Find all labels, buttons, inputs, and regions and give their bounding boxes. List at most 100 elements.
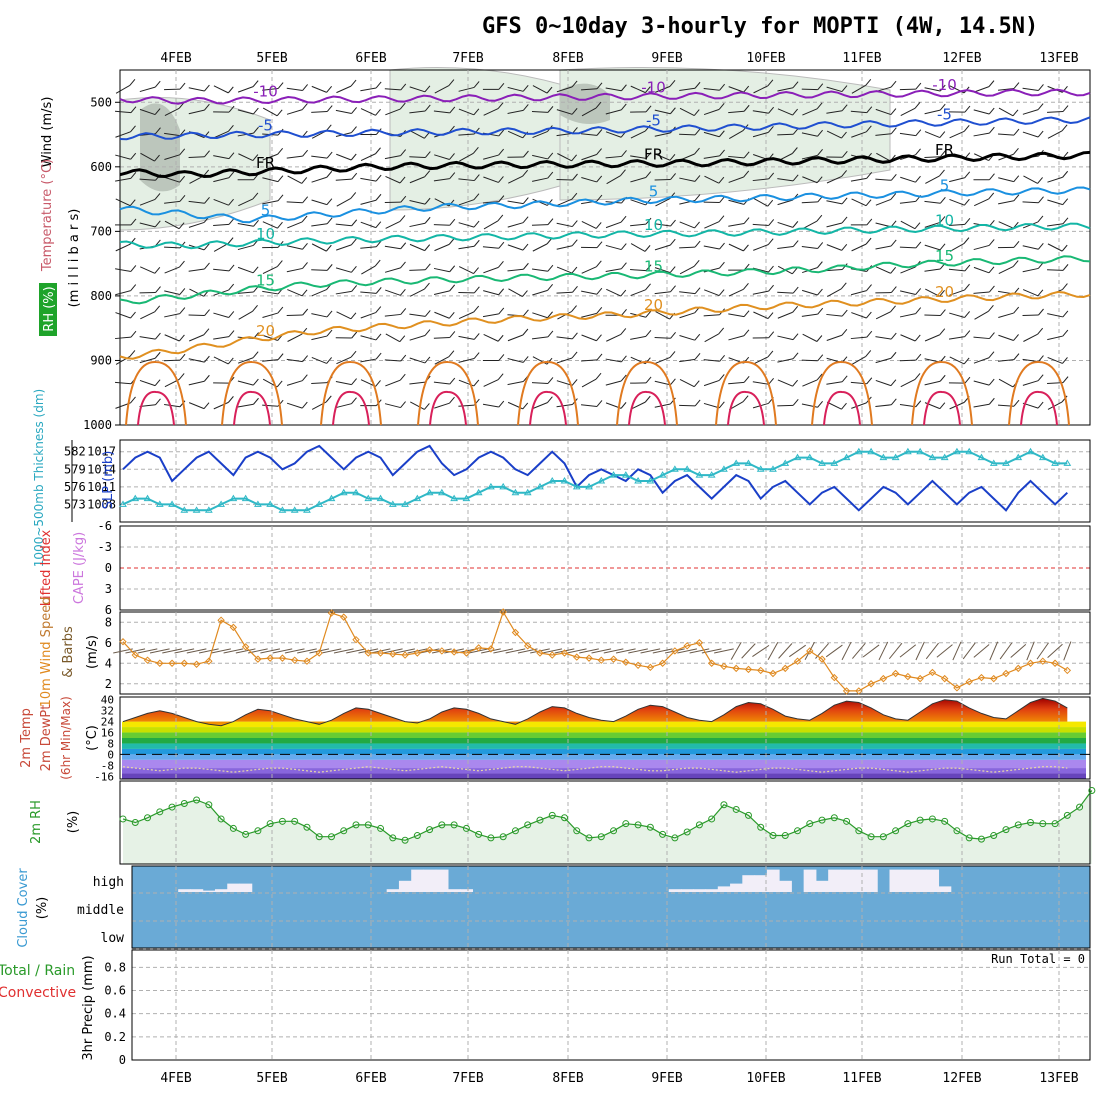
wind-barb bbox=[531, 111, 548, 113]
wind-barb-flag bbox=[204, 196, 210, 204]
wind-barb-flag bbox=[1062, 105, 1069, 112]
high-cloud-bar bbox=[938, 886, 952, 892]
wind-barb-flag bbox=[963, 357, 970, 365]
high-cloud-bar bbox=[754, 875, 768, 892]
wind-barb bbox=[826, 130, 842, 139]
wind-barb bbox=[286, 267, 303, 273]
wind-barb bbox=[286, 314, 303, 317]
wind-barb-flag bbox=[130, 265, 137, 272]
wind-barb-flag bbox=[1013, 399, 1020, 407]
wind-barb bbox=[728, 176, 744, 183]
wind-barb-flag bbox=[302, 84, 309, 91]
rh2m-marker bbox=[119, 815, 127, 823]
wind-barb-flag bbox=[228, 330, 235, 337]
wind-barb bbox=[459, 152, 474, 162]
wind-barb bbox=[482, 246, 499, 249]
wind-barb bbox=[115, 154, 131, 160]
wind-barb bbox=[753, 85, 769, 94]
wind-barb bbox=[654, 336, 671, 339]
wind-barb-flag bbox=[203, 243, 210, 251]
wind-barb bbox=[728, 288, 744, 297]
precip-panel: 0 0.2 0.4 0.6 0.8 bbox=[104, 949, 1091, 1067]
wind-barb bbox=[630, 155, 647, 159]
wind-barb bbox=[777, 404, 794, 407]
wind-barb-flag bbox=[743, 310, 750, 317]
wind10m-marker bbox=[462, 649, 471, 657]
wind-barb bbox=[458, 358, 475, 363]
wind10m-barb bbox=[862, 644, 880, 658]
wind-barb bbox=[115, 198, 131, 207]
warm-contour-6 bbox=[715, 360, 777, 426]
thickness-marker bbox=[1026, 447, 1035, 455]
wind-barb-flag bbox=[498, 307, 505, 315]
precip-tick-0: 0 bbox=[119, 1053, 126, 1067]
wind-barb bbox=[801, 359, 818, 362]
thickness-marker bbox=[499, 482, 508, 490]
wind-barb-flag bbox=[326, 310, 333, 318]
wind-barb-flag bbox=[179, 148, 186, 156]
wind10m-barb bbox=[603, 648, 624, 654]
wind-barb-flag bbox=[620, 215, 627, 223]
wind-barb bbox=[899, 200, 916, 204]
wind-barb-flag bbox=[988, 126, 995, 134]
wind-barb-flag bbox=[252, 154, 259, 161]
thickness-marker bbox=[989, 459, 998, 466]
p7-frame bbox=[131, 865, 1091, 949]
wind-barb bbox=[581, 334, 597, 342]
thickness-tick-582: 582 bbox=[64, 445, 86, 459]
wind-barb bbox=[827, 288, 842, 297]
wind-barb-flag bbox=[400, 308, 407, 315]
wind-barb-flag bbox=[375, 240, 382, 248]
wind-barb-flag bbox=[816, 176, 823, 184]
wind-barb-flag bbox=[1062, 310, 1069, 318]
high-cloud-bar bbox=[717, 886, 731, 892]
wind10m-marker bbox=[499, 608, 507, 616]
wind-barb bbox=[998, 177, 1014, 183]
wind-barb bbox=[630, 85, 646, 94]
wind-barb-flag bbox=[768, 331, 775, 339]
wind-barb-flag bbox=[817, 242, 824, 249]
rh2m-marker bbox=[781, 832, 789, 840]
wind-barb bbox=[114, 110, 132, 114]
wind-barb bbox=[458, 266, 474, 275]
wind-barb bbox=[654, 403, 671, 408]
wind-barb bbox=[508, 175, 523, 184]
wind-barb-flag bbox=[792, 286, 799, 294]
wind-barb bbox=[458, 86, 475, 92]
wind-barb bbox=[875, 108, 892, 116]
wind-barb-flag bbox=[792, 81, 799, 89]
wind10m-barb bbox=[915, 641, 925, 661]
wind-barb-flag bbox=[497, 214, 504, 222]
wind-barb-flag bbox=[375, 380, 381, 387]
wind-barb-flag bbox=[817, 149, 823, 156]
wind-barb-flag bbox=[915, 307, 922, 314]
upper-air-panel: 500 600 700 800 900 1000 -10 -10 -10 -5 -5 -5 FR FR FR… bbox=[83, 67, 1091, 432]
thickness-marker bbox=[916, 447, 925, 455]
wind-barb-flag bbox=[252, 304, 258, 312]
wind-barb-flag bbox=[375, 333, 382, 341]
isotherm-label-20-1: 20 bbox=[644, 296, 663, 314]
wind-barb bbox=[998, 334, 1014, 341]
wind-barb-flag bbox=[154, 305, 161, 313]
precip-axis-label: 3hr Precip (mm) bbox=[81, 955, 96, 1060]
wind-barb-flag bbox=[865, 125, 872, 133]
rh-dark-shade-0 bbox=[140, 103, 180, 192]
wind-barb bbox=[605, 221, 622, 229]
wind-barb-flag bbox=[424, 131, 430, 139]
wind-barb bbox=[188, 268, 205, 272]
wind-barb-flag bbox=[473, 267, 479, 274]
wind-barb bbox=[1023, 333, 1038, 342]
p4-frame bbox=[119, 611, 1091, 695]
wind-barb bbox=[482, 313, 499, 318]
cloud-cover-units: (%) bbox=[35, 897, 50, 920]
wind10m-barb bbox=[640, 648, 661, 654]
wind-barb-flag bbox=[988, 304, 994, 312]
isotherm-label--10-0: -10 bbox=[253, 82, 278, 100]
wind-barb-flag bbox=[841, 216, 848, 224]
wind-barb-flag bbox=[227, 237, 234, 244]
high-cloud-bar bbox=[411, 869, 424, 892]
wind-barb-flag bbox=[719, 354, 726, 362]
wind-barb-flag bbox=[1013, 128, 1020, 136]
hot-contour-0 bbox=[137, 390, 175, 426]
